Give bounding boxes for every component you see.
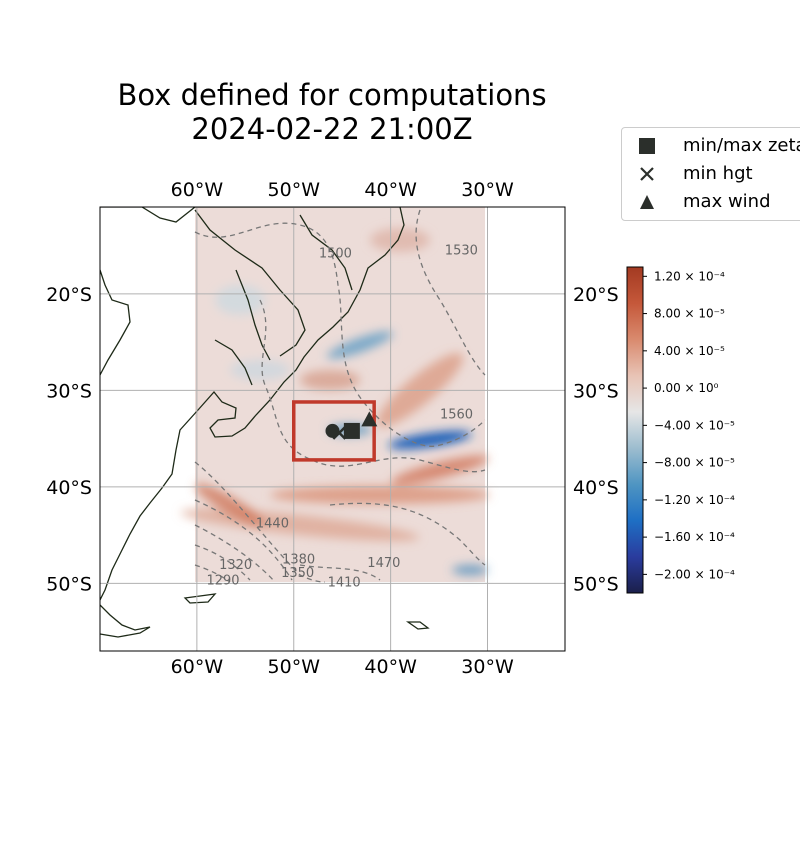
colorbar-tick-label: −1.60 × 10⁻⁴ xyxy=(654,530,735,544)
legend-label: min/max zeta xyxy=(683,133,800,159)
contour-label: 1500 xyxy=(319,246,352,261)
colorbar-tick-label: 8.00 × 10⁻⁵ xyxy=(654,307,725,321)
contour-label: 1560 xyxy=(440,408,473,423)
x-marker-icon xyxy=(639,166,655,182)
contour-label: 1410 xyxy=(328,575,361,590)
contour-label: 1290 xyxy=(206,574,239,589)
contour-label: 1350 xyxy=(281,566,314,581)
legend-label: min hgt xyxy=(683,161,753,187)
lat-tick-label: 30°S xyxy=(573,380,619,402)
lat-tick-label: 30°S xyxy=(46,380,92,402)
colorbar-tick-label: 0.00 × 10⁰ xyxy=(654,381,719,395)
lat-tick-label: 40°S xyxy=(573,477,619,499)
colorbar-ticks: 1.20 × 10⁻⁴ 8.00 × 10⁻⁵ 4.00 × 10⁻⁵ 0.00 × … xyxy=(643,269,735,581)
lat-tick-label: 20°S xyxy=(573,284,619,306)
square-marker xyxy=(344,423,360,439)
colorbar-tick-label: −8.00 × 10⁻⁵ xyxy=(654,456,735,470)
lon-tick-label: 40°W xyxy=(364,656,417,678)
lon-tick-label: 50°W xyxy=(268,656,321,678)
colorbar xyxy=(627,267,643,593)
colorbar-tick-label: 4.00 × 10⁻⁵ xyxy=(654,344,725,358)
legend: min/max zeta min hgt max wind xyxy=(621,127,800,221)
lon-tick-label: 50°W xyxy=(268,179,321,201)
colorbar-tick-label: −2.00 × 10⁻⁴ xyxy=(654,567,735,581)
lat-tick-label: 40°S xyxy=(46,477,92,499)
colorbar-tick-label: −1.20 × 10⁻⁴ xyxy=(654,493,735,507)
lon-tick-label: 60°W xyxy=(171,179,224,201)
lon-tick-label: 40°W xyxy=(364,179,417,201)
contour-label: 1470 xyxy=(367,556,400,571)
colorbar-tick-label: −4.00 × 10⁻⁵ xyxy=(654,418,735,432)
triangle-marker-icon xyxy=(639,194,655,210)
contour-label: 1320 xyxy=(219,558,252,573)
square-marker-icon xyxy=(639,138,655,154)
lon-tick-label: 60°W xyxy=(171,656,224,678)
colorbar-tick-label: 1.20 × 10⁻⁴ xyxy=(654,269,725,283)
legend-label: max wind xyxy=(683,189,771,215)
lon-tick-label: 30°W xyxy=(461,179,514,201)
contour-label: 1440 xyxy=(256,517,289,532)
lat-tick-label: 20°S xyxy=(46,284,92,306)
contour-label: 1530 xyxy=(445,243,478,258)
lon-tick-label: 30°W xyxy=(461,656,514,678)
lat-tick-label: 50°S xyxy=(573,573,619,595)
lat-tick-label: 50°S xyxy=(46,573,92,595)
